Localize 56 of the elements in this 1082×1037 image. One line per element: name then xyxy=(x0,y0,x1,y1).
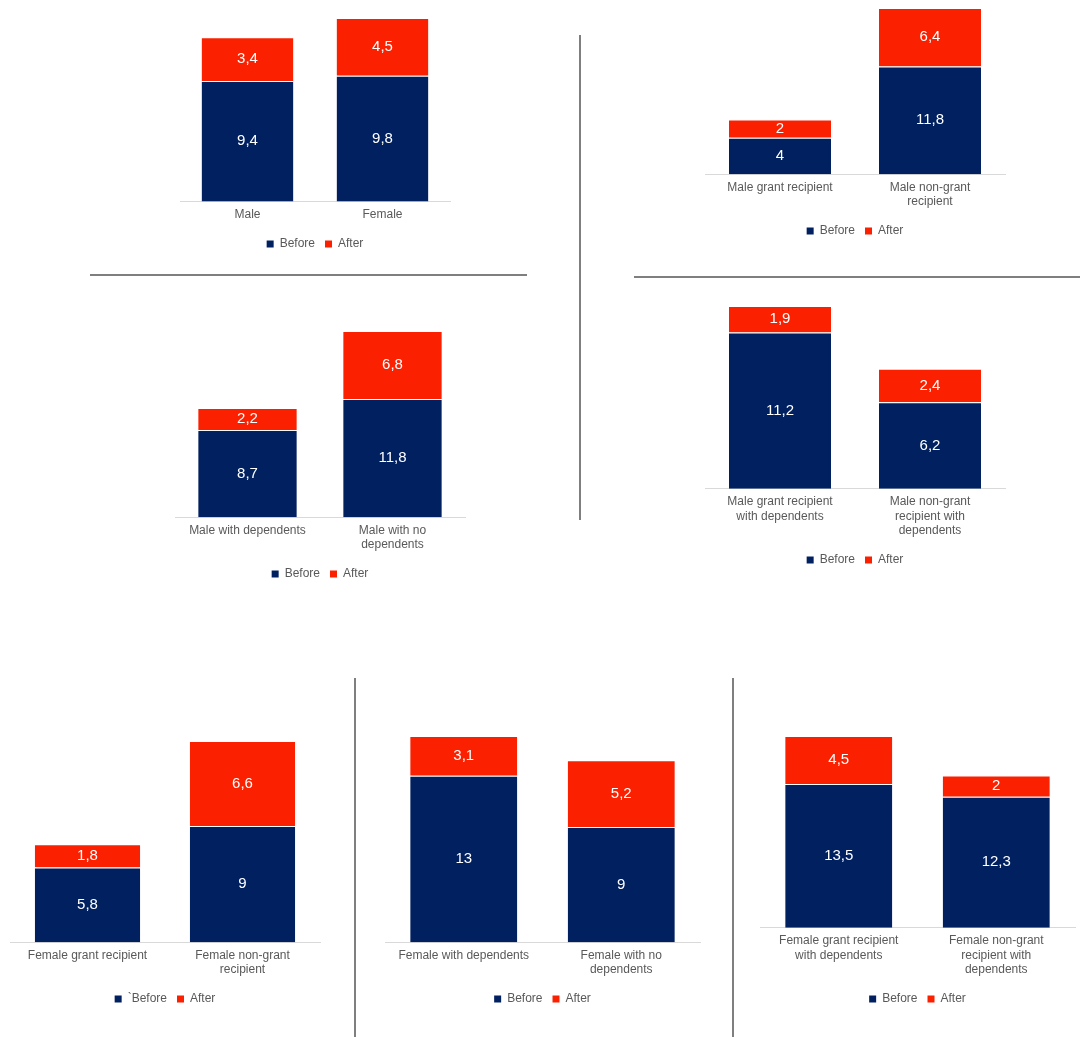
data-label: 13 xyxy=(455,849,473,867)
legend-label: After xyxy=(878,552,904,567)
x-tick-label: Male non-grant recipient with dependents xyxy=(889,494,972,538)
data-label: 13,5 xyxy=(824,846,854,864)
data-label: 6,2 xyxy=(919,435,941,453)
x-tick-label: Female with no dependents xyxy=(580,947,663,977)
legend-label: Before xyxy=(279,236,316,251)
legend-label: After xyxy=(338,236,364,251)
data-label: 3,4 xyxy=(237,49,258,67)
data-label: 11,8 xyxy=(915,110,945,128)
data-label: 1,8 xyxy=(77,845,98,863)
data-label: 4,5 xyxy=(372,37,393,55)
data-label: 6,4 xyxy=(919,27,941,45)
x-tick-label: Male with dependents xyxy=(189,522,306,537)
legend-label: After xyxy=(940,991,966,1006)
data-label: 2,2 xyxy=(237,409,258,427)
data-label: 3,1 xyxy=(453,745,475,763)
x-tick-label: Female grant recipient xyxy=(27,947,148,962)
x-tick-label: Male xyxy=(234,207,261,222)
legend-label: After xyxy=(878,223,904,238)
x-tick-label: Male grant recipient xyxy=(727,179,834,194)
legend-label: Before xyxy=(819,552,856,567)
legend-label: `Before xyxy=(127,991,168,1006)
x-tick-label: Female grant recipient with dependents xyxy=(779,933,900,962)
x-tick-label: Female with dependents xyxy=(398,947,530,962)
data-label: 9 xyxy=(238,874,247,892)
data-label: 4 xyxy=(775,146,785,164)
data-label: 9,8 xyxy=(372,128,393,146)
legend-label: Before xyxy=(819,223,856,238)
x-tick-label: Female non-grant recipient with dependents xyxy=(948,933,1045,977)
legend-label: Before xyxy=(507,991,543,1006)
legend-label: After xyxy=(343,566,369,581)
data-label: 11,2 xyxy=(765,400,795,418)
x-tick-label: Male non-grant recipient xyxy=(889,179,972,209)
data-label: 8,7 xyxy=(237,463,258,481)
legend-label: After xyxy=(190,991,216,1006)
data-label: 1,9 xyxy=(769,309,791,327)
data-label: 12,3 xyxy=(981,852,1011,870)
data-label: 9 xyxy=(617,874,626,892)
x-tick-label: Female xyxy=(362,207,403,222)
legend-label: Before xyxy=(284,566,321,581)
data-label: 2,4 xyxy=(919,375,941,393)
data-label: 5,8 xyxy=(77,894,98,912)
legend-label: Before xyxy=(882,991,918,1006)
data-label: 4,5 xyxy=(828,750,850,768)
data-label: 6,8 xyxy=(382,355,403,373)
x-tick-label: Female non-grant recipient xyxy=(195,947,291,977)
data-label: 6,6 xyxy=(232,773,253,791)
data-label: 11,8 xyxy=(378,448,407,466)
data-label: 2 xyxy=(775,118,785,136)
data-label: 5,2 xyxy=(610,783,632,801)
data-label: 2 xyxy=(992,776,1001,794)
legend-label: After xyxy=(565,991,591,1006)
x-tick-label: Male grant recipient with dependents xyxy=(727,494,834,523)
data-label: 9,4 xyxy=(237,131,258,149)
x-tick-label: Male with no dependents xyxy=(358,522,427,552)
